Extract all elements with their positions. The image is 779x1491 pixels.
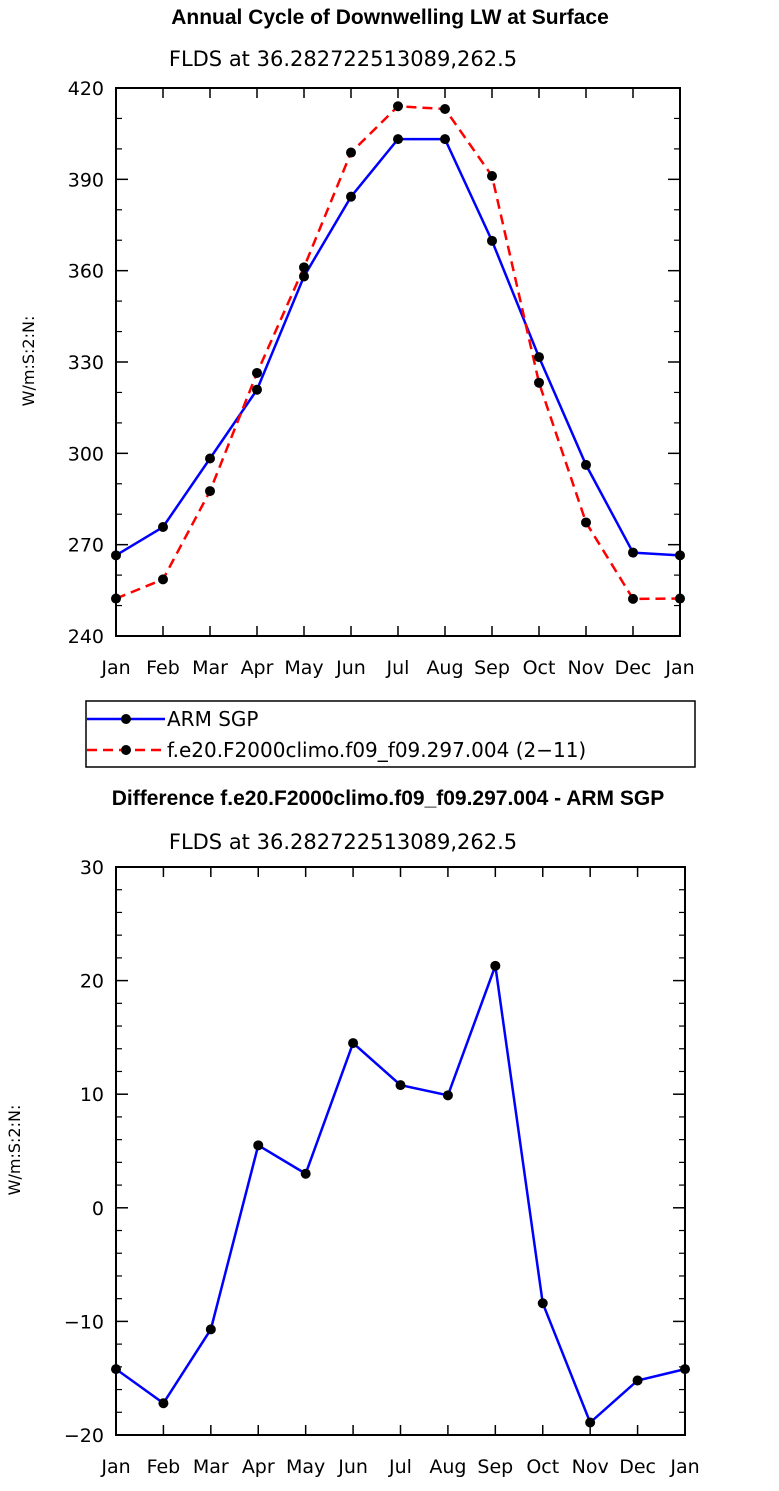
chart2-series-line-0 (115, 965, 686, 1425)
chart1-series-0-point (252, 384, 262, 395)
chart1-series-0-point (205, 453, 215, 464)
chart2-y-tick-label: 0 (92, 1198, 104, 1220)
legend-marker-model (121, 745, 131, 755)
chart1-series-line-1 (115, 104, 681, 601)
chart1-legend: ARM SGP f.e20.F2000climo.f09_f09.297.004… (85, 700, 696, 768)
chart2-x-tick-label: Jan (669, 1456, 699, 1478)
chart2-y-tick-label: −20 (64, 1425, 104, 1447)
chart2-frame (115, 866, 686, 1436)
chart1-y-tick-label: 240 (68, 626, 104, 648)
chart1-x-tick-label: Jan (100, 657, 130, 679)
chart1-series-1-point (111, 593, 121, 604)
chart1-series-0-point (581, 459, 591, 470)
chart1-y-tick-label: 300 (68, 443, 104, 465)
chart1-series-1-point (252, 367, 262, 378)
chart1-series-0-point (628, 547, 638, 558)
chart1-x-tick-label: Apr (241, 657, 274, 679)
chart1-x-tick-label: Mar (192, 657, 228, 679)
chart1-series-0-point (393, 134, 403, 145)
chart1-x-tick-label: Jul (386, 657, 410, 679)
chart1-series-1-point (393, 101, 403, 112)
chart1-series-0-point (487, 235, 497, 246)
chart1-x-tick-label: Oct (523, 657, 556, 679)
chart2-x-tick-label: Feb (147, 1456, 181, 1478)
chart1-series-1-point (205, 486, 215, 497)
chart1-y-tick-label: 330 (68, 352, 104, 374)
legend-label-arm: ARM SGP (167, 707, 258, 731)
chart1-title: Annual Cycle of Downwelling LW at Surfac… (171, 6, 609, 29)
chart1-series-line-0 (115, 137, 681, 557)
chart2-series-0-point (348, 1038, 359, 1049)
chart2-x-tick-label: Nov (572, 1456, 609, 1478)
chart1-x-tick-label: Sep (474, 657, 510, 679)
chart1-series-0-point (440, 134, 450, 145)
chart2-x-tick-label: Aug (429, 1456, 466, 1478)
chart2-plot-area: Jan Feb Mar Apr May Jun Jul Aug Sep Oct Nov Dec Jan −… (64, 857, 700, 1478)
chart1-x-tick-label: Dec (615, 657, 652, 679)
chart2-series-0-point (442, 1090, 453, 1101)
chart1-series-0-point (534, 352, 544, 363)
chart1-y-tick-label: 270 (68, 535, 104, 557)
chart1-ylabel: W/m:S:2:N: (19, 316, 38, 407)
chart1-series-1-point (534, 377, 544, 388)
chart2-series-0-point (490, 960, 501, 971)
chart2-x-tick-label: Oct (526, 1456, 559, 1478)
chart2-x-tick-label: Sep (477, 1456, 513, 1478)
chart1-x-tick-label: Nov (567, 657, 604, 679)
chart2-title: Difference f.e20.F2000climo.f09_f09.297.… (112, 787, 664, 810)
chart1-series-1-point (675, 593, 685, 604)
chart1-series-1-point (299, 262, 309, 273)
chart2-ylabel: W/m:S:2:N: (5, 1105, 24, 1196)
chart2-x-tick-label: May (286, 1456, 325, 1478)
chart2-series-0-point (680, 1364, 690, 1375)
chart2-series-0-point (300, 1168, 311, 1179)
chart2-x-tick-label: Jun (337, 1456, 368, 1478)
chart2-y-tick-label: 30 (80, 857, 104, 879)
chart2-series-0-point (585, 1417, 596, 1428)
chart1-series-1-point (628, 593, 638, 604)
chart1-x-tick-label: Jun (335, 657, 366, 679)
chart2-y-tick-label: 20 (80, 971, 104, 993)
chart1-x-tick-label: Feb (146, 657, 180, 679)
chart1-x-tick-label: May (284, 657, 323, 679)
chart2-x-tick-label: Dec (619, 1456, 656, 1478)
chart1-subtitle: FLDS at 36.282722513089,262.5 (169, 47, 517, 71)
chart1-y-tick-label: 390 (68, 169, 104, 191)
chart2-x-tick-label: Jan (100, 1456, 130, 1478)
chart1-x-tick-label: Aug (426, 657, 463, 679)
chart2-y-tick-label: 10 (80, 1084, 104, 1106)
chart1-series-1-point (581, 517, 591, 528)
chart2-series-0-point (632, 1375, 643, 1386)
chart1-series-0-point (299, 271, 309, 282)
chart2-series-0-point (158, 1398, 169, 1409)
chart1-frame (115, 87, 681, 637)
chart2-series-0-point (253, 1140, 264, 1151)
chart1-plot-area: Jan Feb Mar Apr May Jun Jul Aug Sep Oct Nov Dec Jan 2… (68, 78, 695, 679)
chart1-x-tick-label: Jan (664, 657, 694, 679)
chart2-series-0-point (537, 1298, 548, 1309)
chart1-series-1-point (346, 147, 356, 158)
chart2-series-0-point (205, 1324, 216, 1335)
chart1-series-1-point (487, 170, 497, 181)
chart1-series-1-point (158, 574, 168, 585)
chart2-x-tick-label: Mar (193, 1456, 229, 1478)
chart2-series-0-point (111, 1364, 121, 1375)
chart1-series-0-point (158, 522, 168, 533)
chart1-y-tick-label: 360 (68, 261, 104, 283)
chart1-y-tick-label: 420 (68, 78, 104, 100)
chart2-series-0-point (395, 1080, 406, 1091)
legend-box (85, 700, 696, 768)
chart1-series-0-point (346, 191, 356, 202)
legend-marker-arm (121, 714, 131, 724)
chart1-series-0-point (111, 550, 121, 561)
chart2-subtitle: FLDS at 36.282722513089,262.5 (169, 830, 517, 854)
chart2-x-tick-label: Apr (242, 1456, 275, 1478)
chart2-x-tick-label: Jul (388, 1456, 412, 1478)
chart1-series-1-point (440, 104, 450, 115)
legend-label-model: f.e20.F2000climo.f09_f09.297.004 (2−11) (167, 738, 586, 762)
chart1-series-0-point (675, 550, 685, 561)
chart2-y-tick-label: −10 (64, 1311, 104, 1333)
